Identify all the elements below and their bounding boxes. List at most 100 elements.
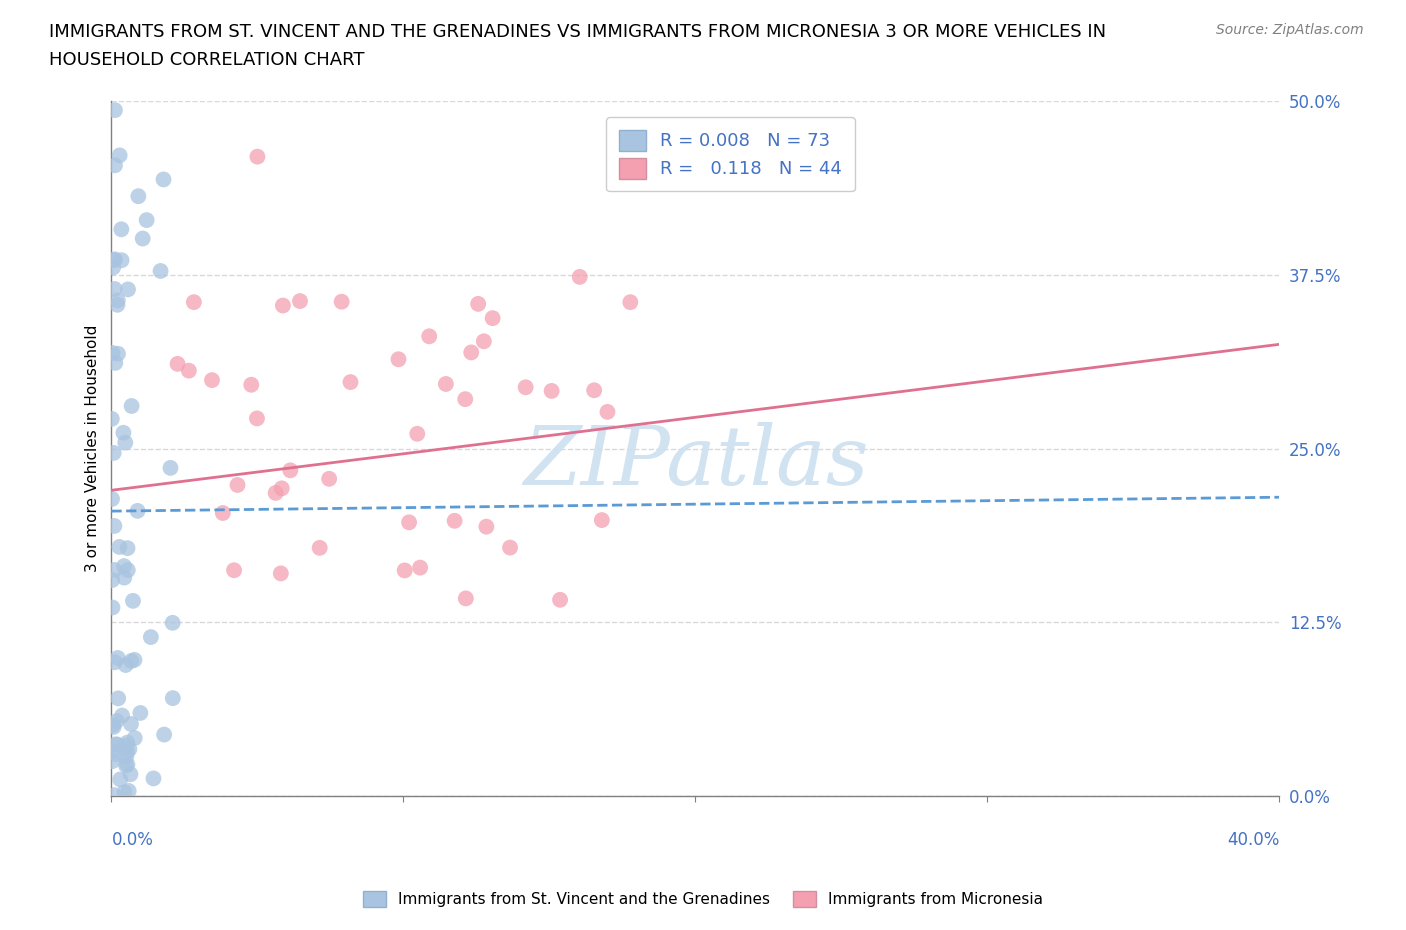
- Point: [139, 630, 162, 644]
- Point: [101, 346, 124, 361]
- Point: [112, 559, 135, 574]
- Point: [159, 460, 181, 475]
- Point: [264, 485, 287, 500]
- Point: [339, 375, 361, 390]
- Point: [107, 651, 129, 666]
- Legend: Immigrants from St. Vincent and the Grenadines, Immigrants from Micronesia: Immigrants from St. Vincent and the Gren…: [357, 884, 1049, 913]
- Point: [108, 539, 131, 554]
- Point: [103, 744, 125, 759]
- Point: [104, 282, 127, 297]
- Point: [103, 563, 125, 578]
- Point: [115, 738, 138, 753]
- Point: [110, 253, 132, 268]
- Point: [117, 540, 139, 555]
- Point: [120, 654, 142, 669]
- Point: [114, 785, 136, 800]
- Point: [135, 213, 157, 228]
- Point: [104, 737, 127, 751]
- Point: [117, 282, 139, 297]
- Point: [619, 295, 641, 310]
- Point: [112, 570, 135, 585]
- Point: [475, 519, 498, 534]
- Point: [152, 172, 174, 187]
- Point: [211, 506, 233, 521]
- Point: [288, 294, 311, 309]
- Point: [104, 158, 127, 173]
- Point: [129, 706, 152, 721]
- Point: [454, 392, 477, 406]
- Point: [103, 445, 125, 460]
- Text: ZIPatlas: ZIPatlas: [523, 422, 868, 502]
- Point: [107, 298, 129, 312]
- Point: [149, 263, 172, 278]
- Point: [246, 411, 269, 426]
- Point: [406, 426, 429, 441]
- Point: [127, 503, 149, 518]
- Point: [142, 771, 165, 786]
- Text: IMMIGRANTS FROM ST. VINCENT AND THE GRENADINES VS IMMIGRANTS FROM MICRONESIA 3 O: IMMIGRANTS FROM ST. VINCENT AND THE GREN…: [49, 23, 1107, 41]
- Point: [443, 513, 465, 528]
- Point: [226, 477, 249, 492]
- Point: [103, 519, 125, 534]
- Point: [271, 299, 294, 313]
- Point: [270, 566, 292, 581]
- Point: [111, 708, 134, 723]
- Point: [120, 716, 142, 731]
- Point: [515, 379, 537, 394]
- Point: [121, 399, 143, 414]
- Point: [240, 378, 263, 392]
- Point: [104, 655, 127, 670]
- Point: [183, 295, 205, 310]
- Point: [101, 753, 124, 768]
- Text: HOUSEHOLD CORRELATION CHART: HOUSEHOLD CORRELATION CHART: [49, 51, 364, 69]
- Point: [107, 737, 129, 752]
- Point: [110, 222, 132, 237]
- Point: [278, 463, 301, 478]
- Point: [105, 747, 128, 762]
- Point: [108, 772, 131, 787]
- Point: [101, 573, 124, 588]
- Point: [418, 329, 440, 344]
- Point: [387, 352, 409, 366]
- Point: [166, 356, 188, 371]
- Point: [308, 540, 330, 555]
- Point: [117, 735, 139, 750]
- Point: [481, 311, 503, 325]
- Point: [117, 757, 139, 772]
- Point: [409, 560, 432, 575]
- Point: [246, 149, 269, 164]
- Point: [118, 784, 141, 799]
- Point: [112, 425, 135, 440]
- Point: [120, 767, 142, 782]
- Text: 0.0%: 0.0%: [111, 830, 153, 849]
- Point: [222, 563, 245, 578]
- Point: [434, 377, 457, 392]
- Point: [177, 364, 200, 379]
- Point: [568, 270, 591, 285]
- Point: [127, 189, 149, 204]
- Point: [100, 411, 122, 426]
- Point: [117, 563, 139, 578]
- Point: [162, 616, 184, 631]
- Point: [201, 373, 224, 388]
- Point: [114, 435, 136, 450]
- Point: [540, 383, 562, 398]
- Point: [107, 346, 129, 361]
- Point: [162, 691, 184, 706]
- Point: [103, 259, 125, 274]
- Y-axis label: 3 or more Vehicles in Household: 3 or more Vehicles in Household: [86, 325, 100, 572]
- Point: [398, 515, 420, 530]
- Point: [548, 592, 571, 607]
- Point: [101, 491, 124, 506]
- Point: [330, 294, 353, 309]
- Point: [153, 727, 176, 742]
- Point: [394, 563, 416, 578]
- Text: Source: ZipAtlas.com: Source: ZipAtlas.com: [1216, 23, 1364, 37]
- Point: [124, 653, 146, 668]
- Text: 40.0%: 40.0%: [1227, 830, 1279, 849]
- Point: [454, 591, 477, 605]
- Point: [101, 718, 124, 733]
- Point: [318, 472, 340, 486]
- Point: [132, 231, 155, 246]
- Legend: R = 0.008   N = 73, R =   0.118   N = 44: R = 0.008 N = 73, R = 0.118 N = 44: [606, 117, 855, 192]
